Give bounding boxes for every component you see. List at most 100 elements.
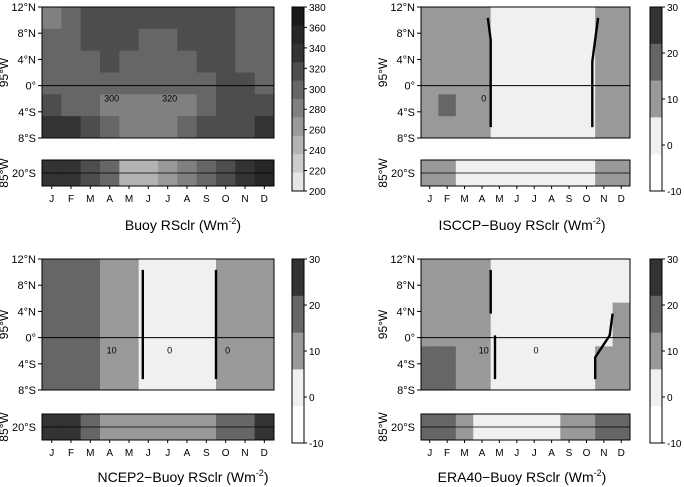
field-cell [235,368,256,391]
field-cell [508,72,526,95]
title-close: ) [601,217,606,233]
colorbar-tick-label: 340 [309,44,326,55]
field-cell [235,7,256,30]
lat-label: 0° [25,81,36,93]
field-cell [542,368,561,391]
field-cell [235,28,256,52]
longitude-label-bottom: 85°W [376,158,390,188]
field-cell [42,324,62,347]
panel-ncep2: 10 0 0 12°N 8°N 4°N 0° 4°S 8°S 95°W 20°S85°W J F M A M J… [0,254,324,485]
field-cell [595,259,614,282]
month-label: S [566,194,573,205]
colorbar-tick-label: 240 [309,146,326,157]
field-cell [235,72,256,95]
field-cell [158,280,178,304]
title-superscript: -2 [594,468,602,478]
colorbar-tick-label: 10 [667,95,679,106]
field-cell [254,346,275,369]
colorbar-segment [292,117,304,137]
field-cell [61,324,82,347]
field-cell [577,368,596,391]
lat-label: 4°N [18,306,37,318]
field-cell [119,302,140,325]
field-cell [80,7,101,30]
field-cell [196,259,217,282]
field-cell [542,116,561,139]
month-label: J [427,448,432,459]
field-cell [158,324,178,347]
field-cell [119,259,140,282]
field-cell [560,72,579,95]
field-cell [508,28,526,52]
field-cell [158,94,178,117]
field-cell [235,324,256,347]
month-label: F [68,194,74,205]
field-cell [577,259,596,282]
field-cell [542,50,561,73]
field-cell [612,324,631,347]
month-label: N [600,194,607,205]
contour-label: 320 [162,93,177,103]
title-close: ) [602,469,607,485]
strip-lat-label: 20°S [12,422,36,434]
field-cell [61,94,82,117]
title-close: ) [236,217,241,233]
field-cell [216,368,236,391]
field-cell [100,302,120,325]
field-cell [473,50,492,73]
field-cell [438,116,457,139]
field-cell [216,94,236,117]
field-cell [138,7,159,30]
colorbar-segment [650,259,662,297]
field-cell [508,368,526,391]
month-label: J [146,448,151,459]
field-cell [455,94,474,117]
field-cell [473,72,492,95]
field-cell [80,259,101,282]
field-cell [455,259,474,282]
field-cell [612,368,631,391]
contour-label: 0 [225,345,230,355]
field-cell [235,346,256,369]
month-label: J [165,448,170,459]
field-cell [490,280,509,304]
field-cell [455,368,474,391]
field-cell [177,116,198,139]
field-cell [612,259,631,282]
month-label: F [444,194,450,205]
field-cell [177,368,198,391]
strip-lat-label: 20°S [12,168,36,180]
field-cell [158,28,178,52]
field-cell [473,28,492,52]
field-cell [80,302,101,325]
title-superscript: -2 [228,216,236,226]
field-cell [490,94,509,117]
colorbar-segment [650,369,662,407]
field-cell [508,324,526,347]
month-label: J [146,194,151,205]
field-cell [254,280,275,304]
field-cell [455,346,474,369]
panel-title: Buoy RSclr (Wm-2) [125,216,241,233]
lat-label: 8°N [397,28,416,40]
field-cell [525,324,544,347]
field-cell [595,346,614,369]
month-label: D [261,194,268,205]
lat-label: 8°S [397,133,415,145]
field-cell [100,116,120,139]
colorbar-tick-label: 10 [667,347,679,358]
field-cell [196,346,217,369]
field-cell [216,7,236,30]
contour-label: 10 [479,345,489,355]
field-cell [80,28,101,52]
field-cell [560,346,579,369]
field-cell [612,50,631,73]
field-cell [490,50,509,73]
field-cell [612,94,631,117]
field-cell [42,368,62,391]
colorbar-segment [292,62,304,82]
colorbar-segment [292,80,304,100]
field-cell [490,72,509,95]
field-cell [612,72,631,95]
